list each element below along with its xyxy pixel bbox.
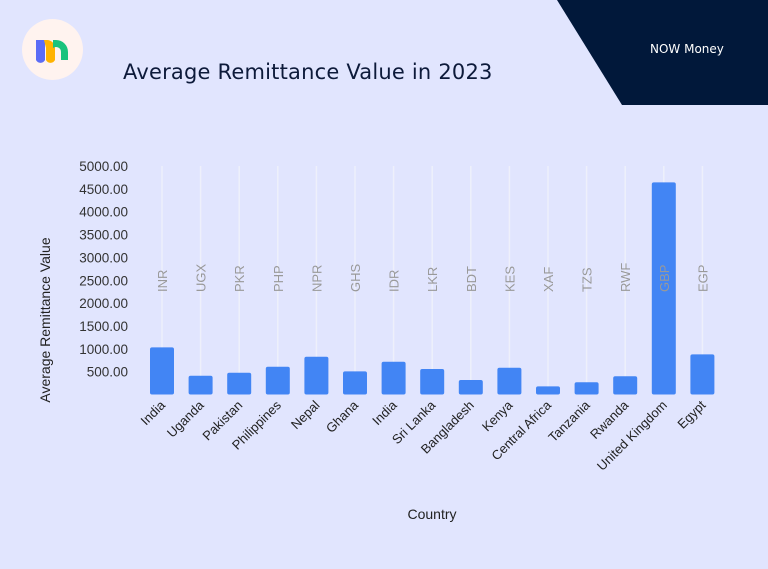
- brand-name: NOW Money: [650, 42, 724, 56]
- currency-label: PKR: [232, 265, 247, 292]
- y-tick-label: 1500.00: [79, 319, 128, 334]
- bar: [227, 372, 252, 395]
- x-tick-label: Tanzania: [545, 397, 593, 445]
- currency-label: PHP: [271, 265, 286, 292]
- x-tick-label: United Kingdom: [594, 398, 670, 474]
- bar: [188, 375, 213, 395]
- bar: [458, 380, 483, 395]
- bar: [536, 386, 560, 395]
- y-tick-label: 1000.00: [79, 342, 128, 357]
- y-tick-label: 3000.00: [79, 250, 128, 265]
- currency-label: RWF: [618, 263, 633, 292]
- bar: [574, 382, 599, 395]
- bar: [381, 361, 406, 395]
- y-tick-label: 4500.00: [79, 182, 128, 197]
- currency-label: BDT: [464, 266, 479, 292]
- currency-label: GHS: [348, 264, 363, 293]
- bar: [343, 371, 367, 395]
- x-tick-label: Egypt: [674, 397, 708, 431]
- bar: [690, 354, 715, 395]
- currency-label: TZS: [580, 267, 595, 292]
- x-tick-label: Ghana: [323, 397, 362, 436]
- currency-label: GBP: [657, 265, 672, 292]
- y-tick-label: 3500.00: [79, 228, 128, 243]
- currency-label: UGX: [194, 264, 209, 293]
- y-axis-label: Average Remittance Value: [37, 237, 53, 402]
- brand-banner-shape: [557, 0, 768, 105]
- bar: [420, 368, 445, 395]
- y-tick-label: 5000.00: [79, 159, 128, 174]
- currency-label: INR: [155, 270, 170, 292]
- x-tick-label: India: [138, 397, 169, 428]
- y-tick-label: 500.00: [87, 365, 128, 380]
- y-tick-label: 4000.00: [79, 205, 128, 220]
- currency-label: EGP: [695, 265, 710, 292]
- bar: [150, 347, 174, 395]
- bar: [497, 367, 522, 395]
- currency-label: KES: [502, 266, 517, 292]
- header-banner: [557, 0, 768, 105]
- page-title: Average Remittance Value in 2023: [123, 60, 493, 84]
- x-tick-label: India: [369, 397, 400, 428]
- currency-label: IDR: [387, 270, 402, 292]
- bar: [613, 376, 638, 395]
- bar: [651, 182, 676, 395]
- bar: [304, 356, 329, 395]
- currency-label: XAF: [541, 267, 556, 292]
- currency-label: NPR: [309, 265, 324, 292]
- logo: [22, 19, 83, 80]
- currency-label: LKR: [425, 267, 440, 292]
- y-tick-label: 2000.00: [79, 296, 128, 311]
- y-tick-label: 2500.00: [79, 273, 128, 288]
- logo-icon: [36, 40, 68, 63]
- bar: [265, 366, 290, 395]
- x-axis-label: Country: [407, 506, 456, 522]
- x-tick-label: Nepal: [288, 397, 323, 432]
- x-tick-label: Kenya: [479, 397, 516, 434]
